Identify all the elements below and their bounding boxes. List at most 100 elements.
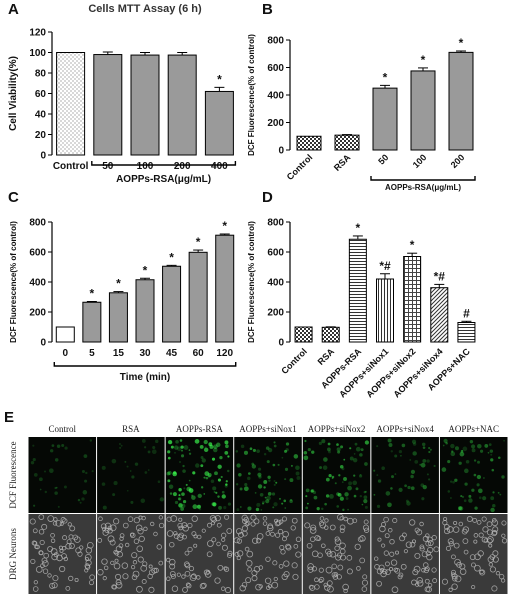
neuron-outline bbox=[178, 525, 183, 531]
neuron-outline bbox=[425, 550, 431, 556]
neuron-outline bbox=[450, 569, 457, 575]
neuron-outline bbox=[68, 575, 74, 581]
neuron-outline bbox=[472, 517, 478, 523]
neuron-outline bbox=[250, 521, 256, 527]
neuron-outline bbox=[389, 567, 394, 572]
neuron-outline bbox=[42, 568, 49, 574]
cell-signal bbox=[285, 442, 290, 446]
neuron-outline bbox=[191, 573, 197, 579]
cell-signal bbox=[134, 462, 139, 466]
neuron-outline bbox=[61, 553, 67, 559]
neuron-outline bbox=[482, 526, 489, 533]
neuron-outline bbox=[274, 532, 281, 538]
category-label: 50 bbox=[102, 161, 114, 172]
cell-signal bbox=[391, 475, 394, 479]
cell-signal bbox=[501, 475, 505, 479]
cell-signal bbox=[101, 482, 106, 486]
neuron-outline bbox=[451, 583, 458, 590]
cell-signal bbox=[296, 476, 301, 480]
neuron-outline bbox=[130, 532, 136, 539]
cell-signal bbox=[243, 486, 249, 492]
cell-signal bbox=[407, 485, 411, 490]
cell-signal bbox=[303, 455, 309, 461]
neuron-outline bbox=[176, 572, 181, 577]
cell-signal bbox=[258, 475, 262, 479]
cell-signal bbox=[263, 486, 266, 489]
cell-signal bbox=[200, 456, 204, 459]
group-bracket bbox=[91, 161, 237, 166]
cell-signal bbox=[454, 478, 458, 482]
cell-signal bbox=[84, 479, 88, 483]
neuron-outline bbox=[65, 586, 71, 591]
cell-signal bbox=[172, 492, 177, 497]
neuron-outline bbox=[53, 517, 58, 522]
cell-signal bbox=[454, 446, 459, 451]
neuron-outline bbox=[41, 557, 48, 564]
neuron-outline bbox=[316, 536, 322, 541]
cell-signal bbox=[51, 444, 55, 447]
image-background bbox=[439, 437, 508, 513]
neuron-outline bbox=[177, 522, 183, 529]
neuron-outline bbox=[199, 583, 206, 590]
neuron-outline bbox=[295, 551, 302, 558]
neuron-outline bbox=[285, 543, 291, 550]
neuron-outline bbox=[111, 584, 117, 590]
cell-signal bbox=[225, 483, 228, 486]
cell-signal bbox=[414, 459, 419, 464]
neuron-outline bbox=[453, 542, 460, 549]
neuron-outline bbox=[184, 570, 191, 577]
cell-signal bbox=[200, 464, 204, 468]
significance-mark: # bbox=[463, 306, 470, 320]
neuron-outline bbox=[62, 535, 68, 541]
neuron-outline bbox=[210, 521, 215, 526]
neuron-outline bbox=[492, 556, 499, 563]
cell-signal bbox=[503, 439, 505, 442]
cell-signal bbox=[355, 446, 361, 452]
y-tick-label: 600 bbox=[29, 248, 46, 259]
cell-signal bbox=[215, 442, 221, 448]
cell-signal bbox=[178, 494, 181, 497]
cell-signal bbox=[469, 439, 474, 444]
neuron-outline bbox=[295, 536, 302, 543]
neuron-outline bbox=[441, 578, 449, 585]
cell-signal bbox=[188, 479, 191, 482]
cell-signal bbox=[473, 459, 477, 462]
neuron-outline bbox=[453, 520, 458, 526]
cell-signal bbox=[181, 492, 185, 496]
cell-signal bbox=[263, 453, 267, 456]
cell-signal bbox=[224, 451, 229, 455]
neuron-outline bbox=[158, 560, 164, 566]
significance-mark: * bbox=[143, 263, 148, 277]
cell-signal bbox=[173, 471, 177, 475]
category-label: Control bbox=[279, 346, 309, 376]
cell-signal bbox=[443, 438, 448, 443]
cell-signal bbox=[178, 497, 181, 501]
cell-signal bbox=[272, 463, 276, 467]
neuron-outline bbox=[385, 569, 391, 575]
cell-signal bbox=[278, 497, 282, 500]
neuron-outline bbox=[150, 521, 155, 527]
neuron-outline bbox=[62, 518, 68, 524]
cell-signal bbox=[352, 457, 358, 463]
neuron-outline bbox=[308, 584, 314, 590]
neuron-outline bbox=[158, 515, 163, 520]
neuron-outline bbox=[217, 564, 224, 571]
neuron-outline bbox=[419, 544, 425, 550]
cell-signal bbox=[295, 471, 300, 476]
cell-signal bbox=[32, 457, 36, 462]
neuron-outline bbox=[481, 516, 487, 522]
cell-signal bbox=[217, 464, 222, 469]
cell-signal bbox=[289, 499, 293, 503]
neuron-outline bbox=[98, 516, 103, 522]
category-label: Control bbox=[53, 161, 89, 172]
neuron-outline bbox=[224, 587, 232, 594]
cell-signal bbox=[247, 506, 252, 511]
cell-signal bbox=[77, 498, 81, 502]
cell-signal bbox=[167, 470, 172, 475]
cell-signal bbox=[82, 490, 88, 495]
cell-signal bbox=[487, 451, 490, 454]
neuron-outline bbox=[376, 580, 382, 587]
panel-label-a: A bbox=[8, 1, 19, 18]
cell-signal bbox=[353, 453, 356, 455]
y-tick-label: 120 bbox=[29, 28, 46, 39]
